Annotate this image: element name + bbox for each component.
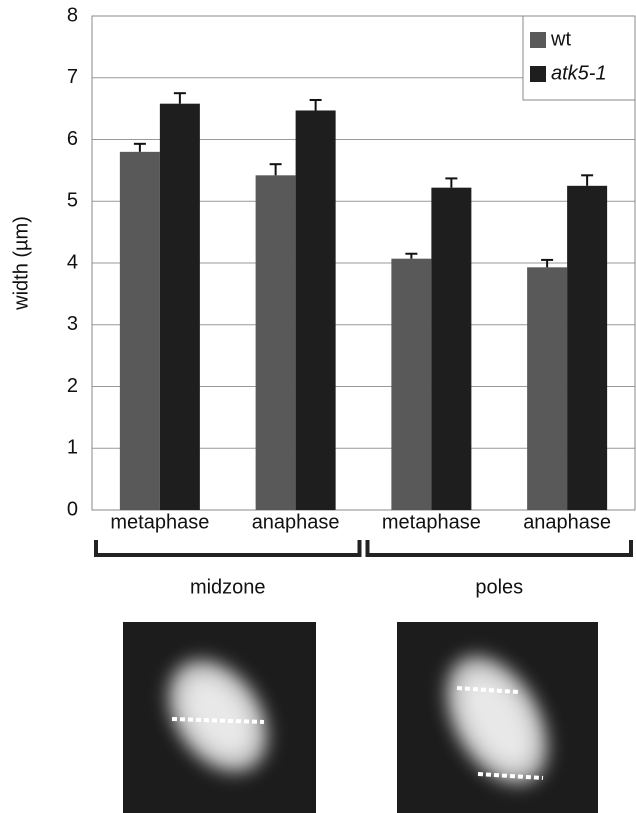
micrograph-midzone [123,622,316,813]
group-label: midzone [190,576,266,598]
bar [255,175,296,510]
bar [391,258,432,510]
legend-swatch [530,66,546,82]
plot-frame [91,15,636,511]
x-tick-label: anaphase [252,511,340,533]
legend-label: wt [550,28,571,50]
bar [119,151,160,510]
micrograph-poles [397,622,598,813]
bar [567,185,608,510]
group-bracket [365,540,633,557]
y-tick-label: 8 [67,4,78,26]
bar [159,103,200,510]
legend-box [522,15,636,101]
group-bracket [94,540,362,557]
legend-label: atk5-1 [551,62,607,84]
y-tick-label: 7 [67,66,78,88]
legend-swatch [530,32,546,48]
y-tick-label: 5 [67,190,78,212]
x-tick-label: anaphase [523,511,611,533]
y-tick-label: 2 [67,375,78,397]
y-tick-label: 0 [67,498,78,520]
x-tick-label: metaphase [110,511,209,533]
y-tick-label: 1 [67,437,78,459]
group-label: poles [475,576,523,598]
bar [527,267,568,510]
y-tick-label: 4 [67,251,78,273]
y-tick-label: 6 [67,128,78,150]
x-tick-label: metaphase [382,511,481,533]
y-tick-label: 3 [67,313,78,335]
y-axis-label: width (µm) [10,216,32,311]
bar [295,110,336,510]
bar [431,187,472,511]
